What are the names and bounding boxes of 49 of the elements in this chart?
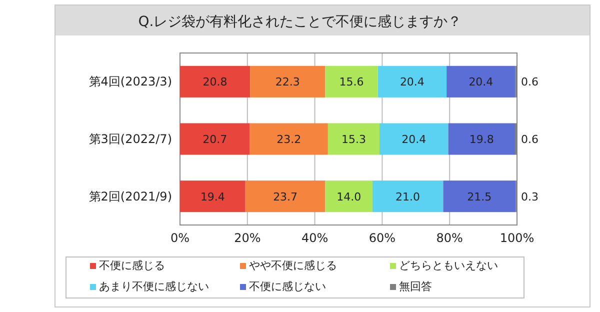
bar <box>446 66 516 98</box>
bar <box>328 123 380 155</box>
bar <box>325 66 378 98</box>
data-label: 0.6 <box>521 133 538 146</box>
data-label: 21.5 <box>467 190 492 204</box>
data-label: 15.6 <box>339 76 364 89</box>
data-label: 21.0 <box>396 190 420 204</box>
bar <box>250 66 326 98</box>
bar <box>380 123 448 155</box>
bar <box>180 66 250 98</box>
bar <box>245 180 326 212</box>
x-tick-label: 80% <box>436 231 463 245</box>
bar <box>180 180 246 212</box>
data-label: 20.4 <box>468 76 494 89</box>
data-label: 0.3 <box>521 190 538 204</box>
data-label: 22.3 <box>275 76 300 89</box>
bar <box>250 123 328 155</box>
bar <box>378 66 447 98</box>
legend-label: どちらともいえない <box>399 259 498 272</box>
x-tick-label: 100% <box>500 231 534 245</box>
data-label: 15.3 <box>341 133 366 146</box>
bar <box>443 180 516 212</box>
x-tick-label: 20% <box>234 231 261 245</box>
y-tick-label: 第2回(2021/9) <box>88 189 172 204</box>
bar <box>180 123 250 155</box>
x-tick-label: 60% <box>368 231 396 245</box>
legend-label: 不便に感じない <box>249 280 326 293</box>
y-tick-label: 第4回(2023/3) <box>88 74 172 89</box>
data-label: 20.8 <box>202 76 228 89</box>
legend-label: 無回答 <box>399 280 432 293</box>
chart-title: Q.レジ袋が有料化されたことで不便に感じますか？ <box>138 14 462 30</box>
data-label: 19.8 <box>469 133 494 146</box>
data-label: 14.0 <box>336 190 362 204</box>
bar <box>325 180 372 212</box>
data-label: 23.7 <box>273 190 298 204</box>
data-label: 23.2 <box>276 133 302 146</box>
data-label: 20.4 <box>400 76 424 89</box>
data-label: 20.7 <box>202 133 228 146</box>
x-tick-label: 0% <box>170 231 190 245</box>
data-label: 19.4 <box>200 190 225 204</box>
legend-label: あまり不便に感じない <box>99 280 209 293</box>
bar <box>372 180 444 212</box>
x-tick-label: 40% <box>301 231 328 245</box>
y-tick-label: 第3回(2022/7) <box>88 132 172 146</box>
data-label: 0.6 <box>521 76 538 89</box>
bar <box>448 123 515 155</box>
data-label: 20.4 <box>402 133 426 146</box>
legend-label: やや不便に感じる <box>249 259 337 272</box>
legend-label: 不便に感じる <box>99 259 165 272</box>
